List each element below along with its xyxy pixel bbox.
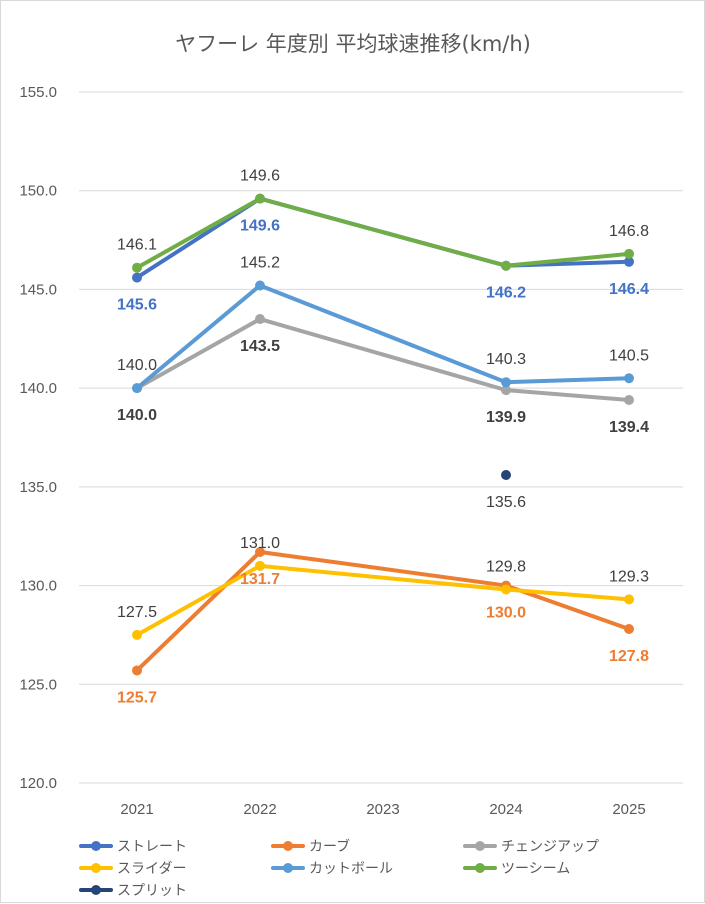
data-label: 149.6 <box>240 168 280 185</box>
data-label: 146.4 <box>609 281 649 298</box>
data-point <box>624 248 634 259</box>
x-tick-label: 2021 <box>120 801 153 818</box>
legend-marker <box>91 885 101 895</box>
y-tick-label: 120.0 <box>19 775 57 792</box>
data-point <box>624 394 634 405</box>
series-line-0 <box>135 196 631 280</box>
x-tick-label: 2023 <box>366 801 399 818</box>
y-axis-ticks: 120.0 125.0 130.0 135.0 140.0 145.0 150.0 155.0 <box>19 84 57 792</box>
legend-marker <box>283 863 293 873</box>
series-line-2 <box>135 317 631 402</box>
y-tick-label: 145.0 <box>19 281 57 298</box>
data-label: 149.6 <box>240 218 280 235</box>
data-label: 131.0 <box>240 535 280 552</box>
data-label: 146.1 <box>117 237 157 254</box>
data-label: 129.3 <box>609 568 649 585</box>
series-lines <box>132 193 634 676</box>
data-labels: 145.6 149.6 146.2 146.4 125.7 131.7 130.0 127.8… <box>117 168 649 707</box>
gridlines <box>79 91 683 784</box>
legend-label: カーブ <box>309 838 350 855</box>
data-label: 140.5 <box>609 347 649 364</box>
legend-marker <box>91 841 101 851</box>
series-line-4 <box>135 283 631 391</box>
data-label: 130.0 <box>486 605 526 622</box>
legend-label: ストレート <box>117 839 187 855</box>
data-point <box>132 383 142 394</box>
data-point <box>624 256 634 267</box>
x-tick-label: 2022 <box>243 801 276 818</box>
series-line-1 <box>135 550 631 673</box>
legend-marker <box>475 841 485 851</box>
series-line-3 <box>135 563 631 637</box>
data-point <box>624 594 634 605</box>
legend-label: カットボール <box>309 861 393 877</box>
y-tick-label: 135.0 <box>19 479 57 496</box>
data-point <box>132 272 142 283</box>
data-point <box>501 470 511 481</box>
data-label: 129.8 <box>486 559 526 576</box>
data-label: 127.5 <box>117 604 157 621</box>
data-label: 146.2 <box>486 285 526 302</box>
legend-label: スライダー <box>117 861 186 877</box>
data-point <box>132 629 142 640</box>
data-point <box>132 665 142 676</box>
y-tick-label: 150.0 <box>19 183 57 200</box>
data-label: 140.0 <box>117 357 157 374</box>
data-label: 131.7 <box>240 571 280 588</box>
data-point <box>255 193 265 204</box>
legend-marker <box>475 863 485 873</box>
data-point <box>255 547 265 558</box>
x-axis-ticks: 2021 2022 2023 2024 2025 <box>120 801 645 818</box>
data-point <box>501 377 511 388</box>
data-label: 145.2 <box>240 254 280 271</box>
data-point <box>624 373 634 384</box>
data-point <box>501 260 511 271</box>
data-point <box>255 560 265 571</box>
y-tick-label: 130.0 <box>19 578 57 595</box>
data-label: 127.8 <box>609 648 649 665</box>
y-tick-label: 125.0 <box>19 676 57 693</box>
legend-marker <box>91 863 101 873</box>
data-label: 146.8 <box>609 223 649 240</box>
data-label: 140.3 <box>486 351 526 368</box>
data-point <box>501 385 511 396</box>
x-tick-label: 2025 <box>612 801 645 818</box>
data-label: 125.7 <box>117 689 157 706</box>
series-line-5 <box>135 196 631 270</box>
data-point <box>624 624 634 635</box>
y-tick-label: 155.0 <box>19 84 57 101</box>
legend-label: チェンジアップ <box>501 839 599 855</box>
data-label: 135.6 <box>486 494 526 511</box>
data-label: 143.5 <box>240 338 280 355</box>
x-tick-label: 2024 <box>489 801 522 818</box>
data-label: 145.6 <box>117 297 157 314</box>
data-label: 139.4 <box>609 419 649 436</box>
legend-marker <box>283 841 293 851</box>
data-point <box>255 280 265 291</box>
data-label: 139.9 <box>486 409 526 426</box>
legend-label: ツーシーム <box>501 861 570 877</box>
legend-label: スプリット <box>117 883 187 899</box>
data-point <box>255 314 265 325</box>
data-label: 140.0 <box>117 407 157 424</box>
data-point <box>501 584 511 595</box>
data-point <box>132 262 142 273</box>
y-tick-label: 140.0 <box>19 380 57 397</box>
chart-title: ヤフーレ 年度別 平均球速推移(km/h) <box>175 32 531 56</box>
